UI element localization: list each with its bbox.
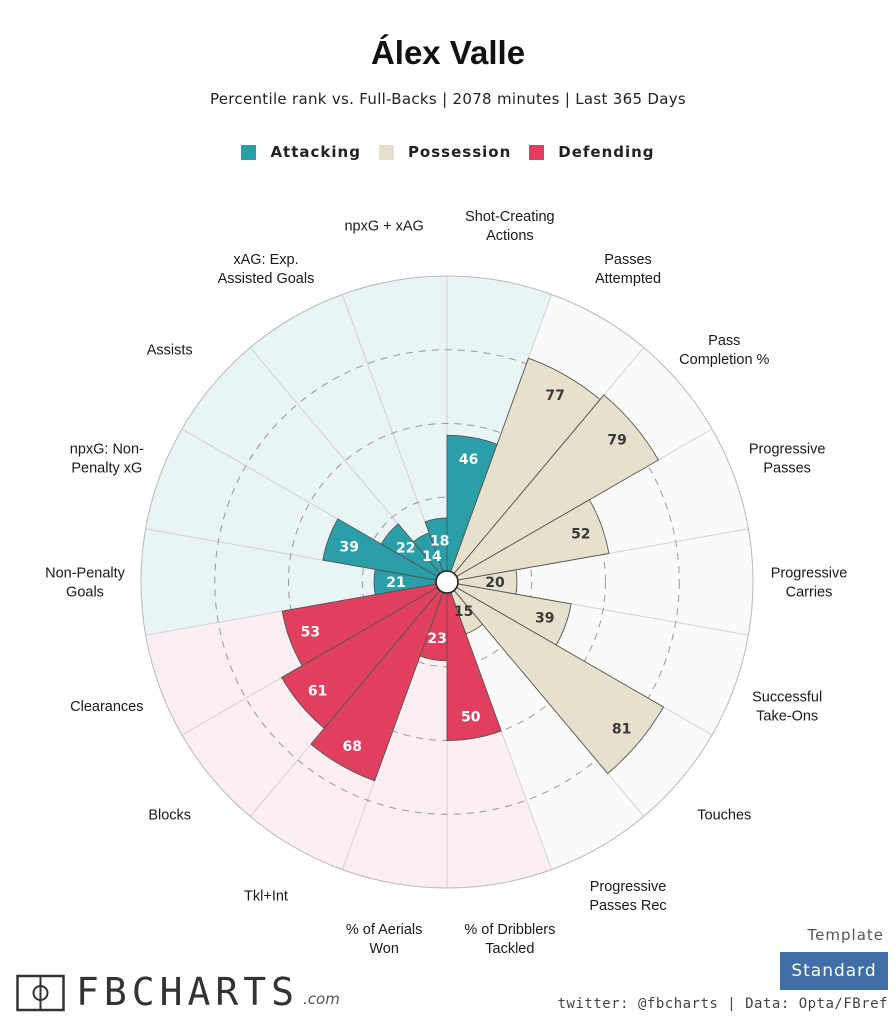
pitch-icon <box>16 974 65 1012</box>
value-label-clearances: 53 <box>301 625 320 641</box>
category-label-non-penalty-goals: Non-Penalty Goals <box>45 566 126 601</box>
template-label: Template <box>807 926 884 944</box>
value-label-npxg-non-penalty-xg: 39 <box>339 539 358 555</box>
center-hole <box>435 570 459 594</box>
chart-subtitle: Percentile rank vs. Full-Backs | 2078 mi… <box>209 90 687 108</box>
chart-title: Álex Valle <box>370 34 526 71</box>
logo-text: FBCHARTS <box>76 970 300 1014</box>
legend-swatch-defending <box>529 144 545 160</box>
legend-item-defending: Defending <box>529 143 654 161</box>
category-label-progressive-passes: Progressive Passes <box>749 442 826 477</box>
gridline-75 <box>214 349 680 815</box>
legend: Attacking Possession Defending <box>0 143 896 161</box>
category-label-xag-exp-assisted-goals: xAG: Exp. Assisted Goals <box>218 252 315 287</box>
category-label-assists: Assists <box>147 342 193 358</box>
category-label-of-dribblers-tackled: % of Dribblers Tackled <box>464 922 555 957</box>
value-label-progressive-passes-rec: 15 <box>454 604 473 620</box>
legend-item-possession: Possession <box>378 143 512 161</box>
category-label-pass-completion: Pass Completion % <box>679 333 769 368</box>
category-label-progressive-carries: Progressive Carries <box>771 566 848 601</box>
value-label-touches: 81 <box>612 722 631 738</box>
legend-swatch-attacking <box>241 144 257 160</box>
value-label-tkl-int: 68 <box>342 739 361 755</box>
value-label-shot-creating-actions: 46 <box>459 452 478 468</box>
value-label-of-dribblers-tackled: 50 <box>461 709 481 725</box>
category-label-passes-attempted: Passes Attempted <box>595 252 661 287</box>
credits: twitter: @fbcharts | Data: Opta/FBref <box>557 996 888 1012</box>
value-label-npxg-xag: 18 <box>430 534 449 550</box>
outer-ring <box>140 275 754 889</box>
value-label-of-aerials-won: 23 <box>427 631 446 647</box>
logo-dotcom: .com <box>303 990 340 1008</box>
legend-label-attacking: Attacking <box>270 143 361 161</box>
value-label-blocks: 61 <box>308 684 327 700</box>
legend-swatch-possession <box>378 144 394 160</box>
legend-item-attacking: Attacking <box>241 143 361 161</box>
category-label-successful-take-ons: Successful Take-Ons <box>752 689 822 724</box>
category-label-progressive-passes-rec: Progressive Passes Rec <box>589 879 666 914</box>
category-label-npxg-xag: npxG + xAG <box>344 218 423 234</box>
value-label-passes-attempted: 77 <box>545 388 564 404</box>
legend-label-defending: Defending <box>558 143 655 161</box>
value-label-non-penalty-goals: 21 <box>386 575 405 591</box>
value-label-progressive-passes: 52 <box>571 526 590 542</box>
category-label-blocks: Blocks <box>148 808 191 824</box>
legend-label-possession: Possession <box>407 143 512 161</box>
value-label-assists: 22 <box>396 540 415 556</box>
template-badge: Standard <box>780 952 888 990</box>
fbcharts-logo: FBCHARTS .com <box>16 968 340 1012</box>
category-label-npxg-non-penalty-xg: npxG: Non-Penalty xG <box>70 442 144 477</box>
category-label-touches: Touches <box>697 808 751 824</box>
value-label-progressive-carries: 20 <box>485 575 505 591</box>
category-label-clearances: Clearances <box>70 699 143 715</box>
category-label-tkl-int: Tkl+Int <box>244 889 288 905</box>
value-label-xag-exp-assisted-goals: 14 <box>422 549 442 565</box>
value-label-pass-completion: 79 <box>607 432 626 448</box>
category-label-shot-creating-actions: Shot-Creating Actions <box>465 209 554 244</box>
value-label-successful-take-ons: 39 <box>535 611 554 627</box>
category-label-of-aerials-won: % of Aerials Won <box>346 922 423 957</box>
